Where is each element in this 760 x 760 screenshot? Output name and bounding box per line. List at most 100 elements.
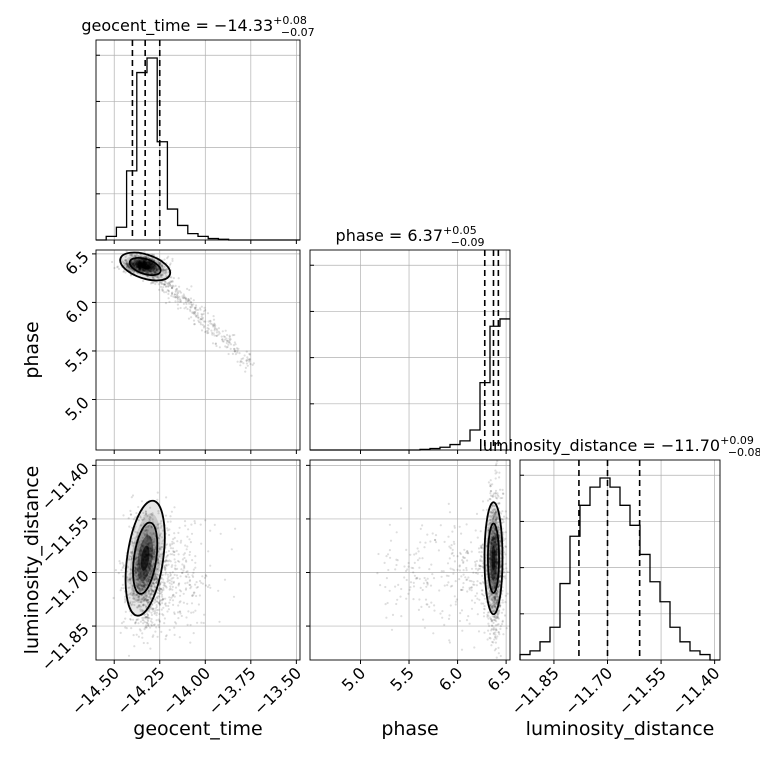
sample-point [474, 529, 477, 532]
sample-point [504, 562, 507, 566]
sample-point [146, 563, 149, 566]
sample-point [434, 534, 438, 537]
scatter-phase-luminosity_distance [376, 460, 509, 659]
sample-point [155, 275, 158, 279]
sample-point [492, 509, 495, 512]
sample-point [190, 532, 194, 535]
sample-point [155, 268, 159, 271]
sample-point [206, 585, 210, 589]
sample-point [201, 323, 204, 326]
sample-point [139, 600, 142, 604]
sample-point [406, 568, 409, 571]
sample-point [151, 271, 154, 275]
sample-point [142, 264, 145, 267]
sample-point [201, 316, 205, 319]
sample-point [150, 263, 153, 266]
sample-point [141, 536, 144, 539]
sample-point [483, 597, 486, 600]
sample-point [145, 268, 148, 271]
sample-point [131, 263, 134, 266]
sample-point [462, 569, 465, 572]
sample-point [142, 260, 145, 263]
sample-point [145, 261, 149, 264]
sample-point [144, 265, 147, 268]
sample-point [142, 262, 145, 265]
sample-point [131, 263, 134, 266]
sample-point [151, 276, 154, 279]
sample-point [141, 559, 144, 562]
sample-point [139, 267, 142, 270]
sample-point [242, 362, 245, 365]
sample-point [139, 265, 142, 268]
sample-point [397, 583, 400, 587]
sample-point [147, 261, 150, 264]
sample-point [458, 578, 461, 581]
sample-point [127, 580, 130, 583]
sample-point [203, 306, 206, 309]
sample-point [142, 262, 145, 265]
sample-point [140, 267, 143, 270]
sample-point [400, 615, 403, 618]
sample-point [186, 581, 189, 584]
sample-point [117, 267, 121, 270]
sample-point [138, 261, 141, 264]
sample-point [137, 267, 141, 271]
sample-point [192, 303, 195, 306]
sample-point [143, 267, 146, 270]
sample-point [138, 261, 141, 264]
sample-point [160, 557, 163, 560]
sample-point [152, 268, 156, 271]
sample-point [202, 621, 205, 625]
sample-point [472, 571, 475, 574]
sample-point [492, 577, 495, 580]
sample-point [173, 296, 177, 299]
sample-point [141, 264, 144, 267]
sample-point [129, 274, 133, 277]
sample-point [153, 539, 156, 543]
sample-point [143, 269, 146, 272]
sample-point [142, 265, 145, 268]
sample-point [188, 299, 191, 302]
sample-point [163, 268, 166, 271]
sample-point [200, 542, 203, 545]
sample-point [158, 261, 162, 264]
sample-point [163, 258, 166, 261]
sample-point [144, 262, 147, 265]
sample-point [177, 604, 180, 607]
sample-point [466, 559, 469, 562]
sample-point [459, 551, 462, 554]
sample-point [146, 262, 149, 266]
sample-point [142, 260, 145, 263]
sample-point [485, 508, 488, 511]
sample-point [148, 268, 151, 271]
sample-point [170, 286, 173, 289]
sample-point [169, 520, 172, 523]
sample-point [144, 513, 147, 516]
sample-point [145, 263, 148, 266]
sample-point [149, 587, 152, 590]
sample-point [171, 259, 174, 262]
sample-point [146, 642, 149, 645]
sample-point [126, 266, 129, 269]
sample-point [156, 259, 159, 263]
sample-point [209, 586, 212, 589]
sample-point [233, 350, 236, 353]
sample-point [157, 512, 160, 515]
sample-point [154, 607, 157, 610]
sample-point [169, 280, 172, 283]
sample-point [161, 265, 164, 268]
sample-point [171, 293, 174, 296]
sample-point [145, 259, 148, 263]
sample-point [124, 259, 128, 262]
sample-point [179, 612, 182, 615]
sample-point [200, 313, 203, 316]
sample-point [151, 267, 154, 270]
sample-point [146, 265, 149, 268]
sample-point [430, 563, 433, 566]
sample-point [143, 251, 146, 254]
sample-point [138, 265, 141, 268]
sample-point [204, 309, 207, 312]
sample-point [116, 266, 119, 269]
sample-point [161, 282, 164, 285]
sample-point [142, 641, 145, 645]
